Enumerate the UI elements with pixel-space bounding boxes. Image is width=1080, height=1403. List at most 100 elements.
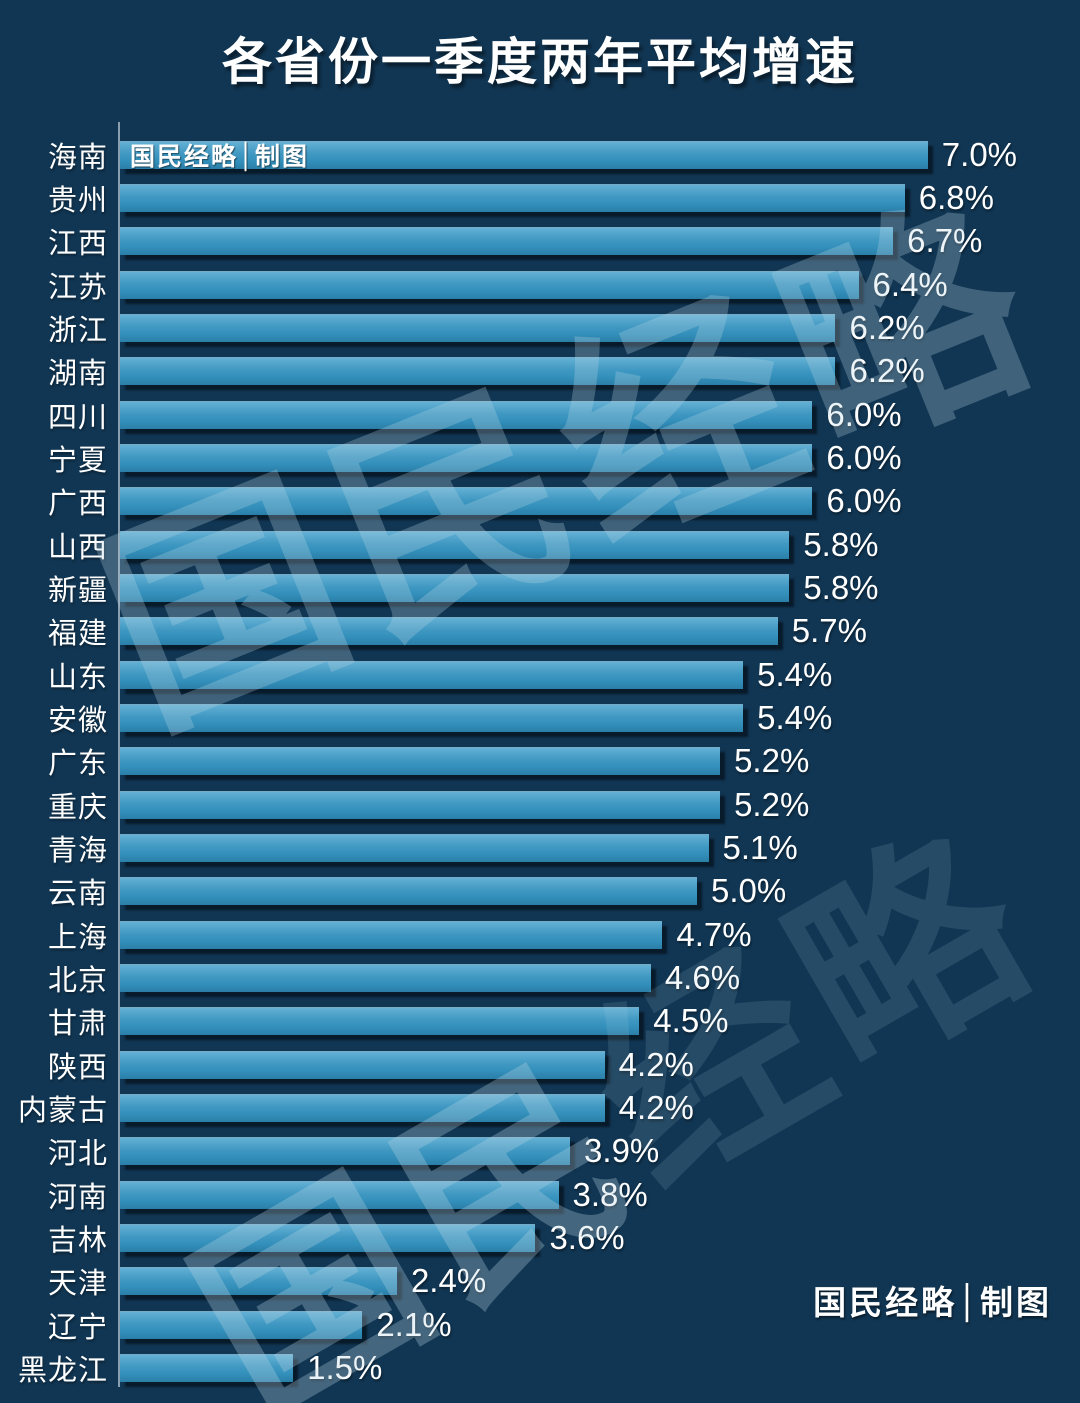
bar-row: 陕西 4.2% <box>0 1043 1080 1086</box>
bar-chart: 海南 7.0% 贵州 6.8% 江西 6.7% 江苏 6.4% 浙江 6.2% <box>0 122 1080 1390</box>
province-label: 江西 <box>47 228 108 261</box>
bar <box>120 1310 363 1339</box>
value-label: 5.2% <box>734 785 810 823</box>
province-label: 内蒙古 <box>17 1094 108 1127</box>
bar-row: 辽宁 2.1% <box>0 1303 1080 1346</box>
province-label: 湖南 <box>47 358 108 391</box>
bar-row: 湖南 6.2% <box>0 350 1080 393</box>
province-label: 青海 <box>47 834 108 867</box>
bar <box>120 1180 559 1209</box>
province-label: 天津 <box>47 1268 108 1301</box>
bar-row: 浙江 6.2% <box>0 306 1080 349</box>
bar <box>120 443 813 472</box>
value-label: 3.9% <box>584 1132 660 1170</box>
bar-row: 福建 5.7% <box>0 610 1080 653</box>
bar <box>120 1007 640 1036</box>
bar-track: 4.2% <box>120 1089 1080 1127</box>
bar-row: 黑龙江 1.5% <box>0 1346 1080 1389</box>
province-label: 福建 <box>47 618 108 651</box>
bar-track: 6.2% <box>120 352 1080 390</box>
bar-track: 5.4% <box>120 699 1080 737</box>
value-label: 3.6% <box>549 1218 625 1256</box>
value-label: 6.4% <box>872 265 948 303</box>
value-label: 5.4% <box>757 698 833 736</box>
bar-track: 5.4% <box>120 656 1080 694</box>
province-label: 宁夏 <box>47 444 108 477</box>
bar-track: 5.1% <box>120 829 1080 867</box>
bar <box>120 617 778 646</box>
value-label: 6.0% <box>826 438 902 476</box>
bar-row: 上海 4.7% <box>0 913 1080 956</box>
bar <box>120 920 663 949</box>
value-label: 6.0% <box>826 482 902 520</box>
bar <box>120 1137 571 1166</box>
value-label: 4.6% <box>664 958 741 996</box>
province-label: 黑龙江 <box>17 1354 108 1387</box>
bar-row: 河南 3.8% <box>0 1173 1080 1216</box>
bar-track: 4.5% <box>120 1002 1080 1040</box>
bar-track: 6.0% <box>120 439 1080 477</box>
bar <box>120 1050 605 1079</box>
province-label: 上海 <box>47 921 108 954</box>
province-label: 河北 <box>47 1138 108 1171</box>
bar-track: 5.2% <box>120 742 1080 780</box>
value-label: 7.0% <box>941 135 1018 173</box>
province-label: 江苏 <box>47 271 108 304</box>
province-label: 四川 <box>47 401 108 434</box>
bar <box>120 227 894 256</box>
bar-track: 5.8% <box>120 526 1080 564</box>
bar-row: 江苏 6.4% <box>0 263 1080 306</box>
value-label: 6.2% <box>849 308 925 346</box>
province-label: 新疆 <box>47 574 108 607</box>
province-label: 吉林 <box>47 1224 108 1257</box>
y-axis-line <box>118 122 120 1387</box>
bar-row: 吉林 3.6% <box>0 1216 1080 1259</box>
bar-rows-container: 海南 7.0% 贵州 6.8% 江西 6.7% 江苏 6.4% 浙江 6.2% <box>0 133 1080 1390</box>
province-label: 广西 <box>47 488 108 521</box>
bar-row: 宁夏 6.0% <box>0 436 1080 479</box>
bar <box>120 877 697 906</box>
province-label: 浙江 <box>47 314 108 347</box>
bar-track: 4.7% <box>120 916 1080 954</box>
value-label: 5.7% <box>791 612 867 650</box>
bar-track: 5.8% <box>120 569 1080 607</box>
value-label: 1.5% <box>307 1348 383 1386</box>
value-label: 5.4% <box>757 655 833 693</box>
bar <box>120 1267 397 1296</box>
bar-row: 青海 5.1% <box>0 826 1080 869</box>
province-label: 河南 <box>47 1181 108 1214</box>
bar-track: 1.5% <box>120 1349 1080 1387</box>
bar-track: 6.7% <box>120 222 1080 260</box>
bar-track: 6.8% <box>120 179 1080 217</box>
bar-row: 海南 7.0% <box>0 133 1080 176</box>
value-label: 6.8% <box>918 178 994 216</box>
province-label: 北京 <box>47 964 108 997</box>
bar-row: 贵州 6.8% <box>0 176 1080 219</box>
value-label: 4.2% <box>618 1088 694 1126</box>
bar-row: 山西 5.8% <box>0 523 1080 566</box>
value-label: 5.2% <box>734 742 810 780</box>
bar-row: 山东 5.4% <box>0 653 1080 696</box>
bar-row: 北京 4.6% <box>0 956 1080 999</box>
bar-row: 重庆 5.2% <box>0 783 1080 826</box>
bar-row: 天津 2.4% <box>0 1260 1080 1303</box>
value-label: 5.1% <box>722 828 798 866</box>
bar <box>120 487 813 516</box>
bar <box>120 747 721 776</box>
bar <box>120 140 928 169</box>
bar <box>120 963 651 992</box>
value-label: 6.7% <box>907 222 983 260</box>
value-label: 3.8% <box>572 1175 648 1213</box>
bar <box>120 270 859 299</box>
bar-row: 广西 6.0% <box>0 480 1080 523</box>
bar-track: 5.2% <box>120 786 1080 824</box>
value-label: 2.1% <box>376 1305 452 1343</box>
value-label: 5.0% <box>711 872 787 910</box>
province-label: 甘肃 <box>47 1008 108 1041</box>
bar-track: 3.9% <box>120 1132 1080 1170</box>
value-label: 4.5% <box>653 1002 729 1040</box>
province-label: 云南 <box>47 878 108 911</box>
bar <box>120 573 790 602</box>
value-label: 5.8% <box>803 525 879 563</box>
